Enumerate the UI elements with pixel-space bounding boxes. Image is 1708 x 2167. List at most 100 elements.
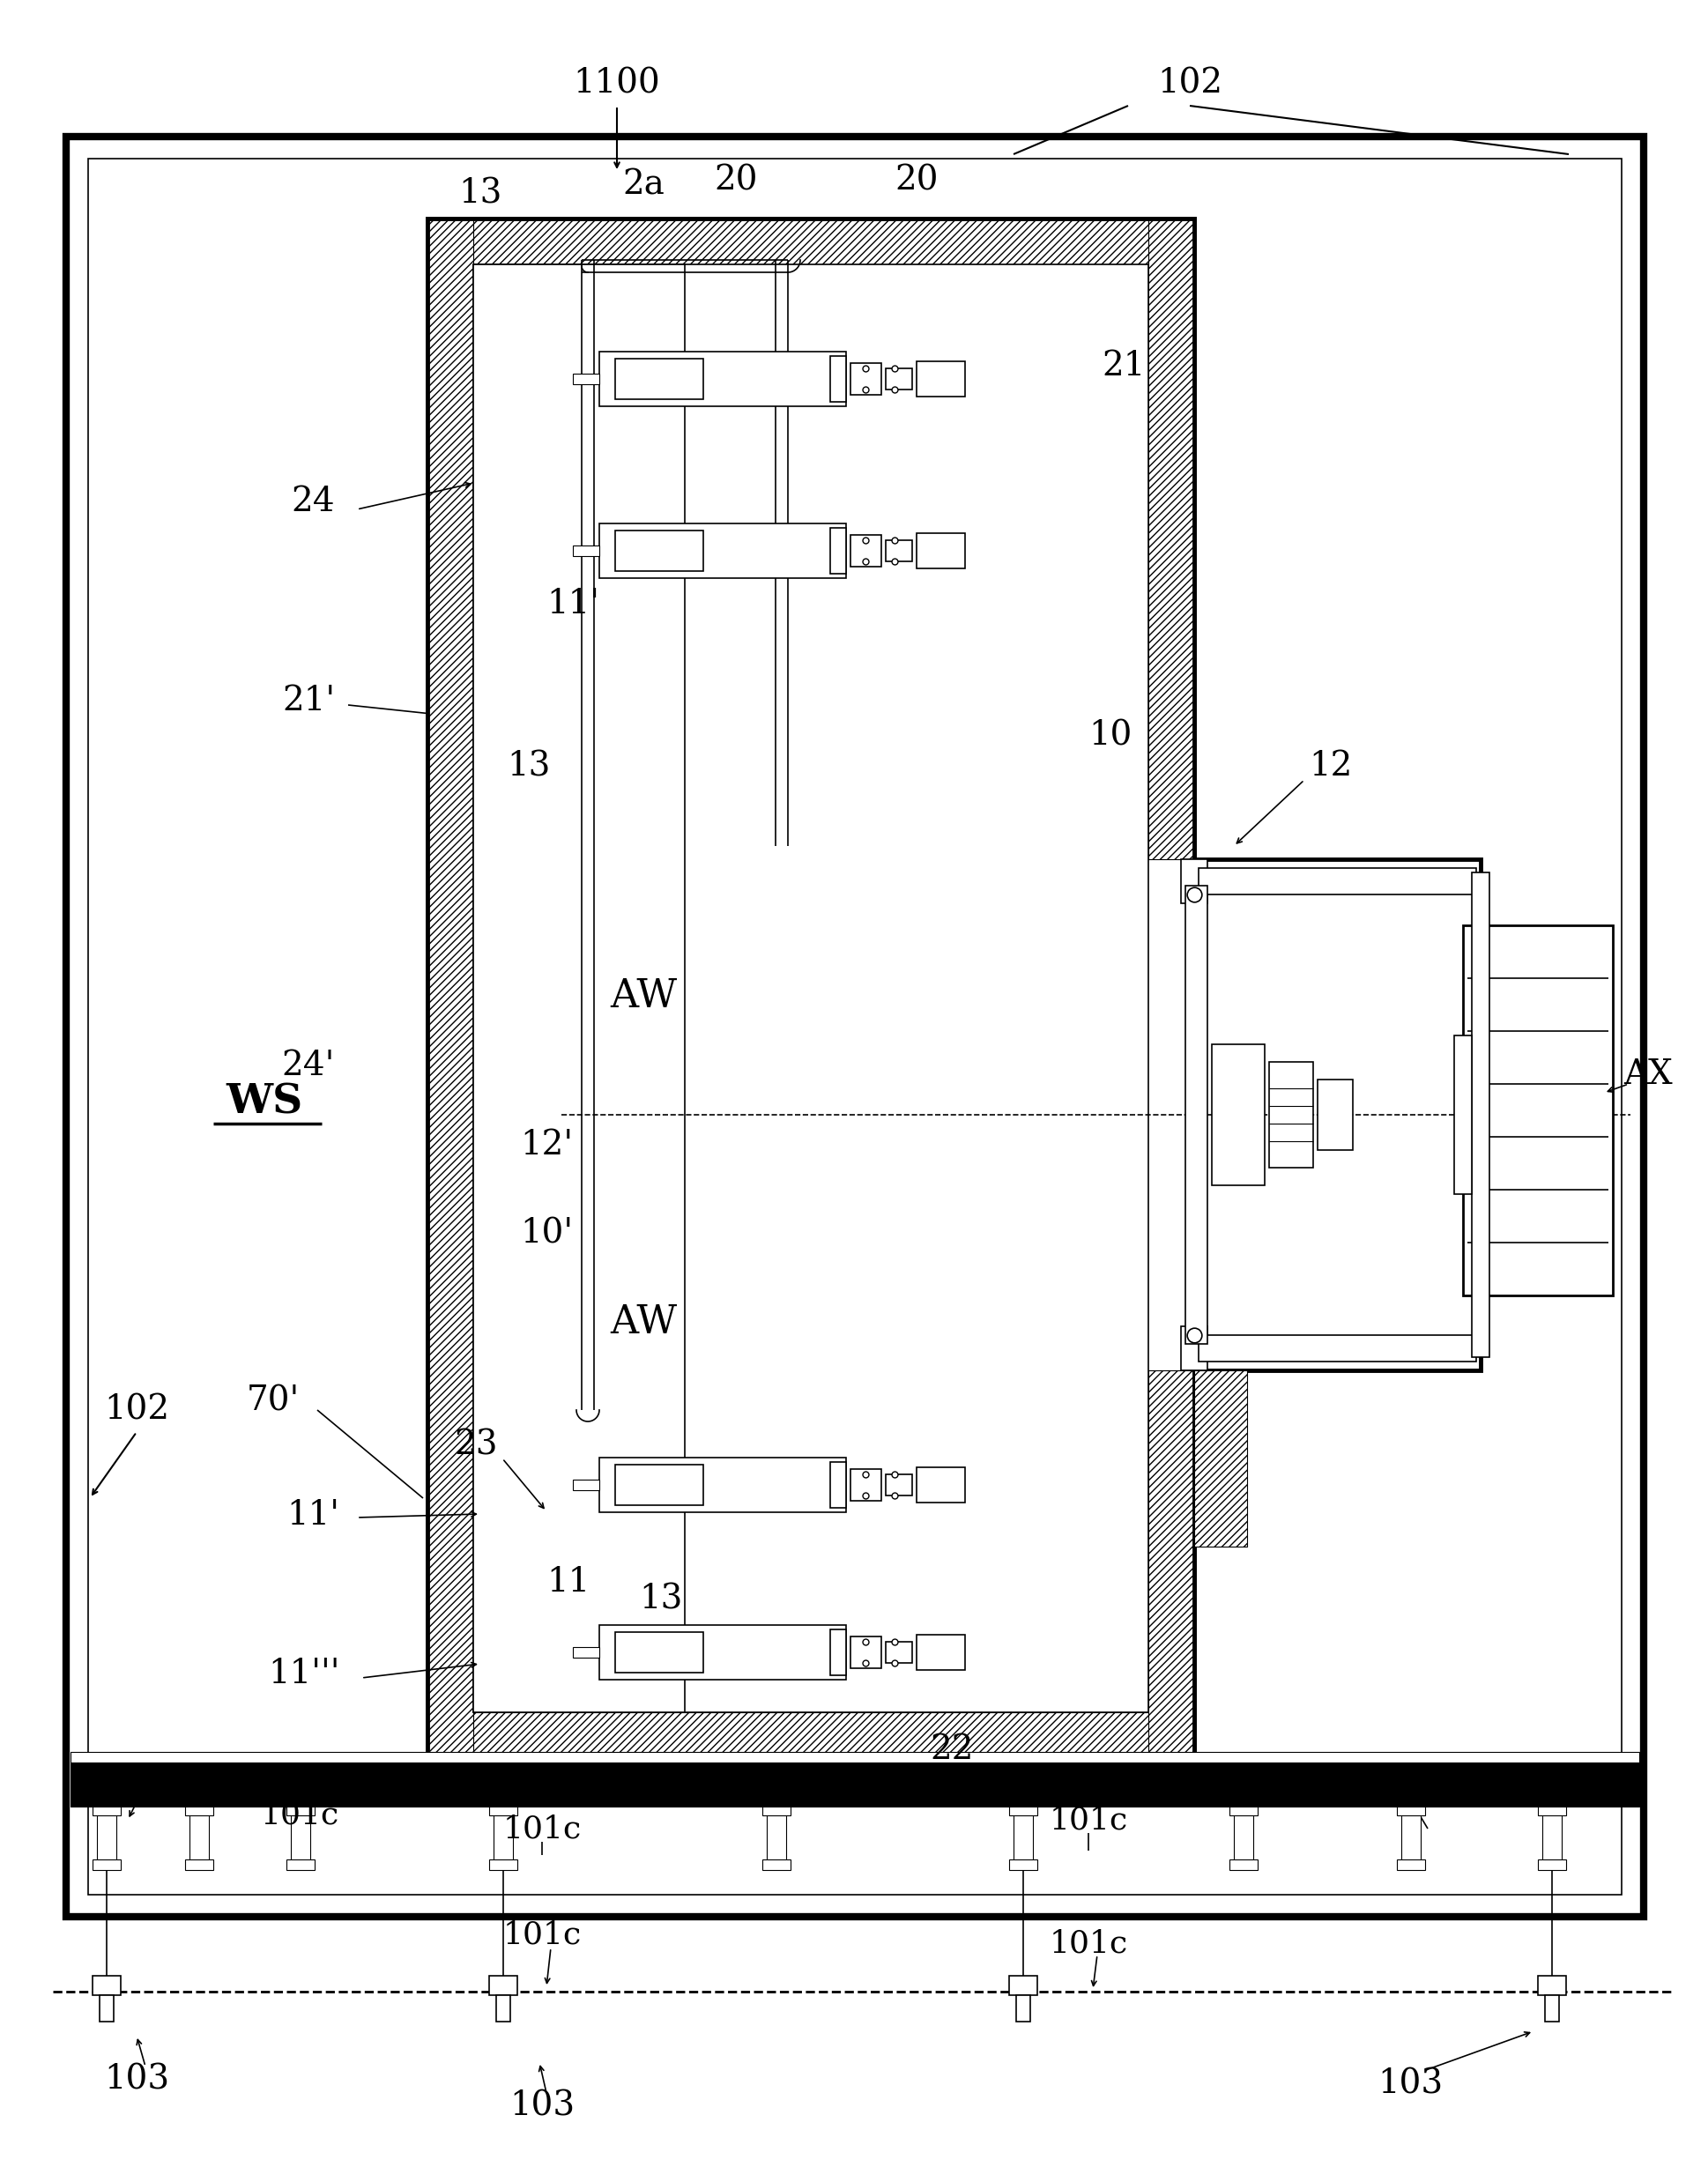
Bar <box>572 546 600 557</box>
Bar <box>190 1807 208 1868</box>
Bar <box>572 1480 600 1491</box>
Bar <box>184 1859 214 1870</box>
Bar <box>1233 1807 1254 1868</box>
Bar <box>830 355 845 401</box>
Bar <box>1180 1326 1208 1370</box>
Bar <box>1537 1807 1566 1816</box>
Bar <box>615 360 704 399</box>
Bar <box>1194 1370 1247 1547</box>
Bar <box>851 535 881 566</box>
Bar <box>70 1762 1640 1807</box>
Text: 13: 13 <box>639 1584 683 1617</box>
Bar <box>488 1976 518 1996</box>
Bar <box>917 362 965 397</box>
Bar <box>767 1807 786 1868</box>
Text: 13: 13 <box>458 178 502 210</box>
Bar <box>1148 219 1194 860</box>
Bar <box>89 158 1621 1894</box>
Text: 101c: 101c <box>1049 1929 1127 1959</box>
Text: 101c: 101c <box>97 1766 176 1794</box>
Bar <box>488 1859 518 1870</box>
Bar <box>1009 1976 1037 1996</box>
Bar <box>184 1807 214 1816</box>
Bar <box>1472 873 1489 1357</box>
Text: 2a: 2a <box>622 169 664 202</box>
Text: 102: 102 <box>104 1393 169 1426</box>
Bar <box>1013 1807 1033 1868</box>
Text: 11''': 11''' <box>268 1658 340 1690</box>
Bar <box>762 1807 791 1816</box>
Text: 101c: 101c <box>502 1814 581 1844</box>
Bar <box>427 219 1194 264</box>
Bar <box>427 219 1194 1757</box>
Bar <box>830 1463 845 1508</box>
Text: AX: AX <box>1624 1060 1672 1092</box>
Bar <box>600 1625 845 1679</box>
Bar <box>830 1630 845 1675</box>
Bar <box>1397 1859 1424 1870</box>
Text: 24: 24 <box>290 485 335 518</box>
Bar <box>1009 1807 1037 1816</box>
Bar <box>473 264 685 1712</box>
Bar <box>1211 1044 1264 1185</box>
Bar <box>615 1632 704 1673</box>
Bar <box>886 368 912 390</box>
Text: 1100: 1100 <box>574 67 661 100</box>
Text: 23: 23 <box>454 1428 497 1461</box>
Bar <box>494 1807 512 1868</box>
Bar <box>1180 860 1208 904</box>
Bar <box>92 1976 121 1996</box>
Bar <box>488 1807 518 1816</box>
Bar <box>287 1859 314 1870</box>
Text: 10: 10 <box>1088 719 1132 752</box>
Bar <box>917 533 965 568</box>
Bar <box>1194 860 1481 1370</box>
Bar <box>1194 1370 1247 1547</box>
Text: 102: 102 <box>1156 67 1223 100</box>
Bar <box>1542 1807 1561 1868</box>
Bar <box>851 1636 881 1669</box>
Text: 11': 11' <box>547 587 600 620</box>
Text: 12: 12 <box>1308 750 1353 782</box>
Text: 70': 70' <box>246 1385 301 1417</box>
Bar <box>600 1458 845 1513</box>
Bar <box>70 1751 1640 1762</box>
Text: 10': 10' <box>519 1218 572 1250</box>
Bar <box>92 1859 121 1870</box>
Text: 103: 103 <box>509 2089 574 2121</box>
Text: 21: 21 <box>1102 349 1146 381</box>
Bar <box>427 219 1194 1757</box>
Bar <box>67 137 1643 1918</box>
Bar <box>287 1807 314 1816</box>
Bar <box>1401 1807 1421 1868</box>
Bar <box>917 1634 965 1671</box>
Bar <box>1464 925 1612 1296</box>
Bar <box>1199 869 1476 895</box>
Bar <box>830 529 845 574</box>
Text: 20: 20 <box>895 165 938 197</box>
Bar <box>99 1996 114 2022</box>
Bar <box>1230 1859 1257 1870</box>
Text: 22: 22 <box>931 1734 974 1766</box>
Bar <box>1546 1996 1559 2022</box>
Bar <box>1454 1036 1472 1194</box>
Text: 103: 103 <box>104 2063 169 2095</box>
Text: 103: 103 <box>1377 2067 1443 2100</box>
Bar <box>572 1647 600 1658</box>
Bar <box>1269 1062 1313 1168</box>
Bar <box>92 1807 121 1816</box>
Text: 101c: 101c <box>1049 1805 1127 1835</box>
Bar <box>1199 1335 1476 1361</box>
Text: 13: 13 <box>507 750 550 782</box>
Bar <box>886 1643 912 1662</box>
Bar <box>762 1859 791 1870</box>
Bar <box>1537 1976 1566 1996</box>
Bar <box>1016 1996 1030 2022</box>
Bar <box>1317 1079 1353 1151</box>
Bar <box>851 364 881 394</box>
Bar <box>1537 1859 1566 1870</box>
Bar <box>917 1467 965 1502</box>
Bar <box>600 351 845 405</box>
Bar <box>473 264 1148 1712</box>
Text: 11': 11' <box>287 1500 340 1532</box>
